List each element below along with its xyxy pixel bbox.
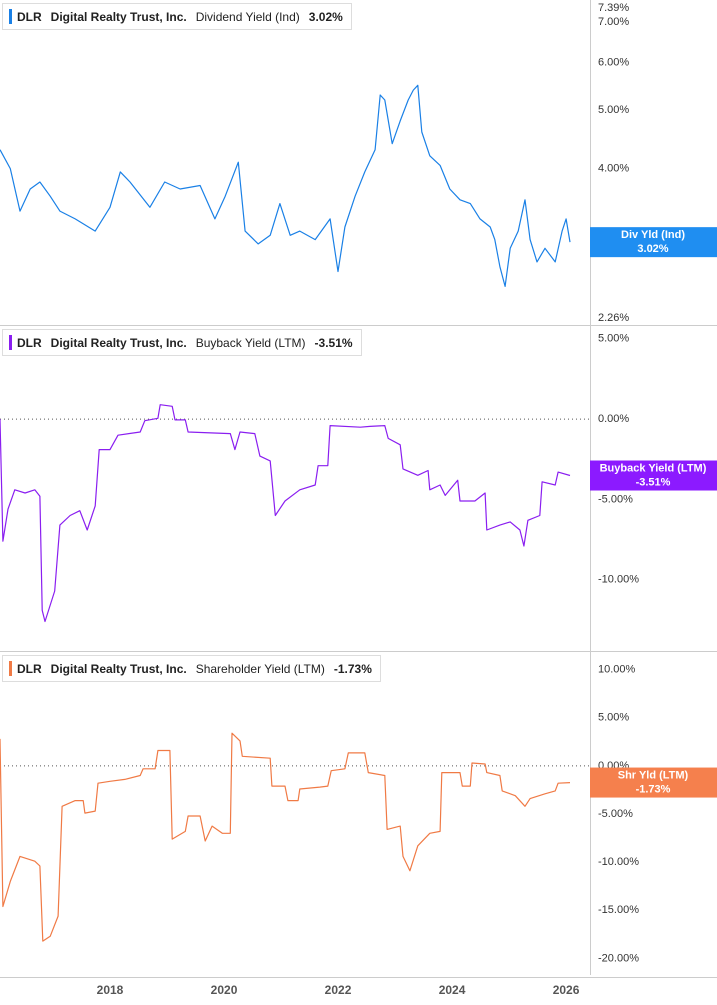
data-line [0, 732, 571, 942]
legend-value: -1.73% [333, 661, 372, 676]
legend: DLR Digital Realty Trust, Inc. Dividend Yi… [2, 3, 352, 30]
badge-label: Shr Yld (LTM) [618, 769, 689, 781]
legend-value: 3.02% [308, 9, 343, 24]
legend-company: Digital Realty Trust, Inc. [50, 335, 187, 350]
data-line [0, 84, 571, 287]
y-tick-label: 5.00% [598, 712, 629, 724]
x-tick-label: 2020 [211, 983, 238, 997]
value-badge [590, 227, 717, 258]
y-tick-label: 4.00% [598, 163, 629, 175]
x-tick-label: 2024 [439, 983, 466, 997]
x-tick-label: 2022 [325, 983, 352, 997]
legend-ticker: DLR [17, 661, 42, 676]
y-tick-label: 6.00% [598, 56, 629, 68]
y-tick-label: 2.26% [598, 312, 629, 324]
badge-label: Div Yld (Ind) [621, 229, 685, 241]
badge-value: -3.51% [636, 476, 671, 488]
y-tick-label: -15.00% [598, 904, 639, 916]
y-tick-label: 5.00% [598, 104, 629, 116]
legend: DLR Digital Realty Trust, Inc. Buyback Yie… [2, 329, 362, 356]
legend-company: Digital Realty Trust, Inc. [50, 661, 187, 676]
y-tick-label: 7.00% [598, 16, 629, 28]
y-tick-label: 10.00% [598, 664, 636, 676]
x-tick-label: 2018 [97, 983, 124, 997]
data-line [0, 404, 571, 623]
y-tick-label: -5.00% [598, 808, 633, 820]
y-tick-label: -10.00% [598, 574, 639, 586]
y-tick-label: 5.00% [598, 333, 629, 345]
badge-value: 3.02% [637, 243, 668, 255]
y-tick-label: 7.39% [598, 2, 629, 14]
legend-metric: Buyback Yield (LTM) [195, 335, 306, 350]
badge-value: -1.73% [636, 783, 671, 795]
legend-metric: Dividend Yield (Ind) [195, 9, 300, 24]
x-tick-label: 2026 [553, 983, 580, 997]
value-badge [590, 767, 717, 798]
legend-company: Digital Realty Trust, Inc. [50, 9, 187, 24]
badge-label: Buyback Yield (LTM) [600, 462, 707, 474]
legend-ticker: DLR [17, 9, 42, 24]
value-badge [590, 460, 717, 491]
y-tick-label: -5.00% [598, 493, 633, 505]
legend-swatch [9, 9, 12, 24]
legend: DLR Digital Realty Trust, Inc. Shareholder… [2, 655, 381, 682]
legend-metric: Shareholder Yield (LTM) [195, 661, 325, 676]
legend-swatch [9, 335, 12, 350]
y-tick-label: -20.00% [598, 952, 639, 964]
y-tick-label: -10.00% [598, 856, 639, 868]
legend-swatch [9, 661, 12, 676]
legend-ticker: DLR [17, 335, 42, 350]
legend-value: -3.51% [314, 335, 353, 350]
y-tick-label: 0.00% [598, 413, 629, 425]
